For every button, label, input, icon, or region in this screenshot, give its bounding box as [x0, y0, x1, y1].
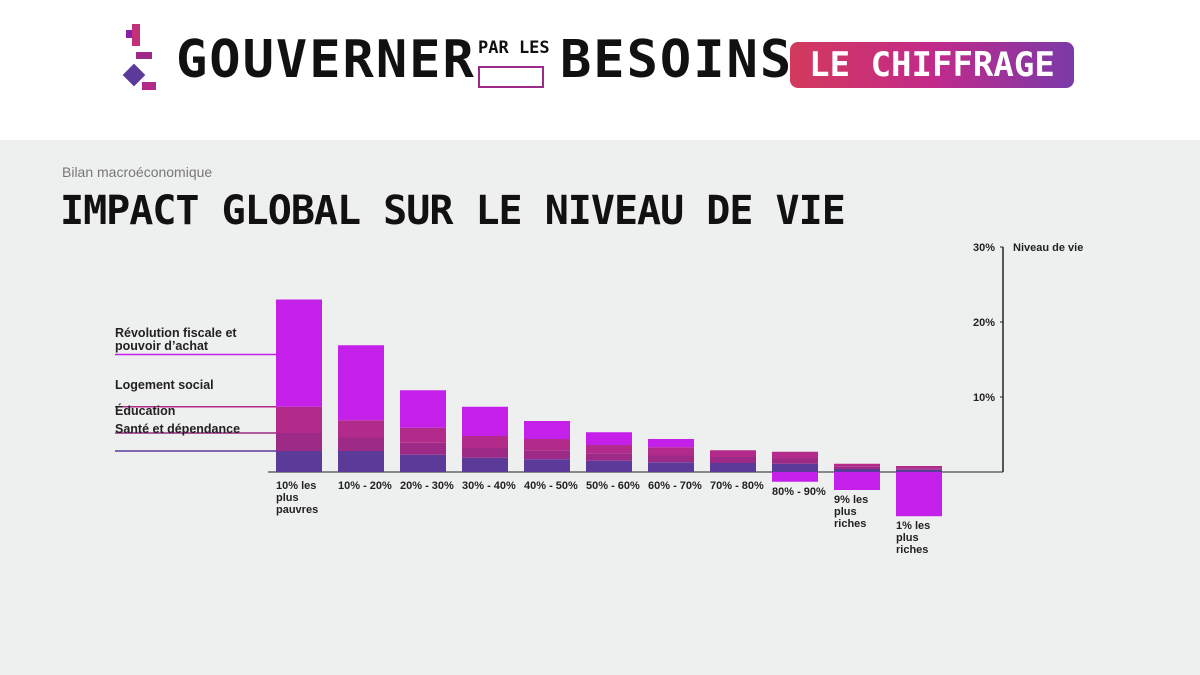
bar-segment — [524, 421, 570, 439]
chart-title: IMPACT GLOBAL SUR LE NIVEAU DE VIE — [60, 188, 846, 234]
bar-segment — [648, 439, 694, 448]
bar-segment — [710, 457, 756, 463]
bar-segment — [834, 463, 880, 467]
bar-segment — [772, 451, 818, 459]
bar-segment — [772, 472, 818, 482]
bar-segment — [524, 459, 570, 472]
x-tick-label: 70% - 80% — [710, 480, 764, 492]
bar-segment — [586, 460, 632, 472]
bar-segment — [834, 472, 880, 490]
legend-label: Éducation — [115, 404, 176, 418]
legend-label: Révolution fiscale et pouvoir d’achat — [115, 325, 237, 353]
bar-segment — [524, 450, 570, 460]
bar-segment — [338, 420, 384, 438]
y-axis-label: Niveau de vie — [1013, 242, 1084, 254]
chart-subtitle: Bilan macroéconomique — [62, 164, 213, 180]
bar-segment — [772, 463, 818, 472]
legend-label: Logement social — [115, 377, 214, 392]
x-tick-label: 10% - 20% — [338, 480, 392, 492]
y-tick-label: 10% — [973, 392, 995, 404]
bar-segment — [400, 390, 446, 428]
x-tick-label: 20% - 30% — [400, 480, 454, 492]
x-tick-label: 1% les plus riches — [896, 520, 931, 557]
bar-segment — [648, 455, 694, 463]
bar-segment — [586, 432, 632, 445]
bar-segment — [834, 466, 880, 469]
x-tick-label: 30% - 40% — [462, 480, 516, 492]
logo-icon — [122, 24, 156, 90]
x-tick-label: 10% les plus pauvres — [276, 480, 319, 516]
logo-word: BESOINS — [560, 30, 794, 90]
bar-segment — [338, 345, 384, 421]
bar-segment — [400, 427, 446, 443]
x-tick-label: 9% les plus riches — [834, 494, 869, 530]
bar-segment — [524, 439, 570, 451]
bar-segment — [462, 436, 508, 448]
bar-segment — [896, 466, 942, 469]
bar-segment — [710, 450, 756, 457]
bar-segment — [276, 406, 322, 433]
bar-segment — [276, 433, 322, 451]
bar-segment — [586, 445, 632, 454]
bar-segment — [462, 457, 508, 472]
bar-segment — [400, 442, 446, 455]
bar-segment — [710, 463, 756, 472]
bar-segment — [338, 437, 384, 451]
logo-small: PAR LES — [478, 38, 550, 58]
bar-segment — [772, 458, 818, 464]
bar-segment — [896, 472, 942, 517]
y-tick-label: 20% — [973, 317, 995, 329]
badge: LE CHIFFRAGE — [790, 42, 1074, 88]
bar-segment — [648, 462, 694, 472]
bar-segment — [586, 453, 632, 461]
y-tick-label: 30% — [973, 242, 995, 254]
logo-word: GOUVERNER — [176, 30, 476, 90]
x-tick-label: 40% - 50% — [524, 480, 578, 492]
legend-label: Santé et dépendance — [115, 422, 241, 436]
bar-segment — [834, 469, 880, 472]
bar-segment — [462, 406, 508, 436]
bar-segment — [276, 451, 322, 472]
x-tick-label: 50% - 60% — [586, 480, 640, 492]
x-tick-label: 80% - 90% — [772, 485, 826, 498]
bar-segment — [462, 448, 508, 458]
x-tick-label: 60% - 70% — [648, 480, 702, 492]
bar-segment — [648, 447, 694, 456]
logo-box — [478, 66, 544, 88]
bar-segment — [400, 454, 446, 472]
bar-segment — [276, 299, 322, 407]
bar-segment — [338, 451, 384, 472]
bar-segment — [896, 468, 942, 470]
bar-segment — [896, 469, 942, 472]
